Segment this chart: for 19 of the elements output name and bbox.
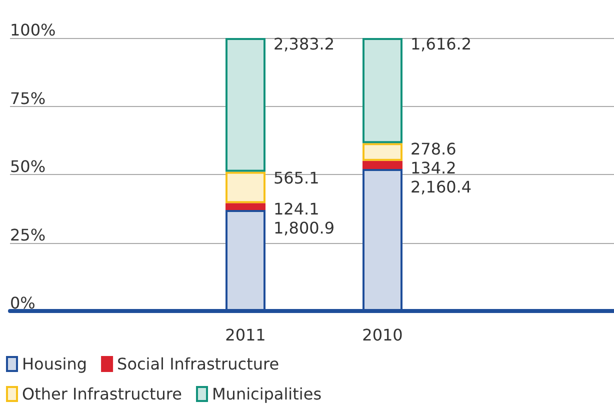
legend-label: Social Infrastructure (117, 354, 280, 374)
legend-label: Housing (22, 354, 88, 374)
legend-label: Other Infrastructure (22, 384, 182, 404)
y-tick-label: 75% (10, 88, 46, 108)
annotation: 2,160.4 (410, 178, 472, 197)
annotation: 2,383.2 (274, 34, 335, 54)
annotation: 134.2 (410, 158, 456, 178)
annotation: 1,616.2 (410, 34, 472, 54)
annotation: 565.1 (274, 168, 320, 188)
y-tick-label: 100% (10, 20, 56, 40)
x-tick-label: 2010 (362, 326, 403, 344)
y-tick-label: 25% (10, 225, 46, 244)
y-tick-label: 50% (10, 157, 46, 176)
legend-label: Municipalities (212, 384, 322, 404)
annotation: 278.6 (410, 140, 456, 159)
annotation: 124.1 (274, 200, 320, 219)
y-tick-label: 0% (10, 294, 36, 312)
x-tick-label: 2011 (225, 326, 266, 344)
annotation: 1,800.9 (274, 218, 335, 238)
